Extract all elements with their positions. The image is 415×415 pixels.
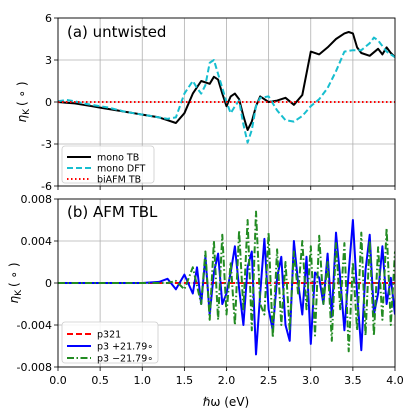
panel-b-ylabel-unit: ( ∘ ): [7, 262, 21, 287]
panel-b-ylabel-symbol: η: [7, 296, 21, 304]
y-tick-label: 0: [45, 277, 52, 290]
panel-a-label: (a) untwisted: [67, 23, 166, 41]
panel-a-ylabel: ηK ( ∘ ): [15, 81, 32, 122]
legend-label: biAFM TB: [97, 175, 141, 186]
x-tick-label: 1.0: [134, 374, 152, 387]
y-tick-label: -0.004: [17, 319, 52, 332]
series-line-2: [58, 36, 395, 144]
x-tick-label: 4.0: [386, 374, 404, 387]
legend-label: mono TB: [97, 153, 139, 164]
panel-b-label: (b) AFM TBL: [67, 203, 158, 221]
y-tick-label: 0.004: [21, 235, 53, 248]
panel-b-legend-box: [61, 321, 159, 364]
y-tick-label: 3: [45, 54, 52, 67]
y-tick-label: 0: [45, 96, 52, 109]
x-tick-label: 3.0: [302, 374, 320, 387]
panel-a-ylabel-unit: ( ∘ ): [15, 81, 29, 106]
x-tick-label: 3.5: [344, 374, 362, 387]
panel-a-ticks: -6 -3 0 3 6: [41, 12, 396, 193]
panel-a-legend-box: [61, 145, 155, 184]
panel-b-xlabel: ℏω (eV): [203, 395, 249, 409]
x-tick-label: 1.5: [176, 374, 194, 387]
legend-label: p3 +21.79∘: [97, 342, 153, 353]
legend-label: mono DFT: [97, 164, 146, 175]
panel-a-ylabel-symbol: η: [15, 115, 29, 123]
x-tick-label: 0.0: [49, 374, 67, 387]
panel-b-ylabel: ηK ( ∘ ): [7, 262, 24, 303]
legend-label: p321: [97, 330, 121, 341]
panel-b: 0.0 0.5 1.0 1.5 2.0 2.5 3.0 3.5 4.0 -0.008 -0.004 0…: [7, 193, 404, 409]
x-tick-label: 2.5: [260, 374, 278, 387]
panel-b-ticks: 0.0 0.5 1.0 1.5 2.0 2.5 3.0 3.5 4.0 -0.008 -0.004 0…: [17, 193, 404, 387]
y-tick-label: 6: [45, 12, 52, 25]
legend-label: p3 −21.79∘: [97, 354, 153, 365]
series-line-1: [58, 31, 395, 131]
y-tick-label: -0.008: [17, 361, 52, 374]
y-tick-label: -3: [41, 138, 52, 151]
panel-b-series: [58, 210, 395, 356]
x-tick-label: 2.0: [218, 374, 236, 387]
panel-a-ylabel-subscript: K: [22, 108, 32, 115]
panel-b-ylabel-subscript: K: [14, 289, 24, 296]
x-tick-label: 0.5: [91, 374, 109, 387]
y-tick-label: -6: [41, 180, 52, 193]
panel-a: -6 -3 0 3 6 (a) untwisted ηK ( ∘ ) mono TBmon…: [15, 12, 396, 193]
panel-a-series: [58, 31, 395, 144]
y-tick-label: 0.008: [21, 193, 53, 206]
